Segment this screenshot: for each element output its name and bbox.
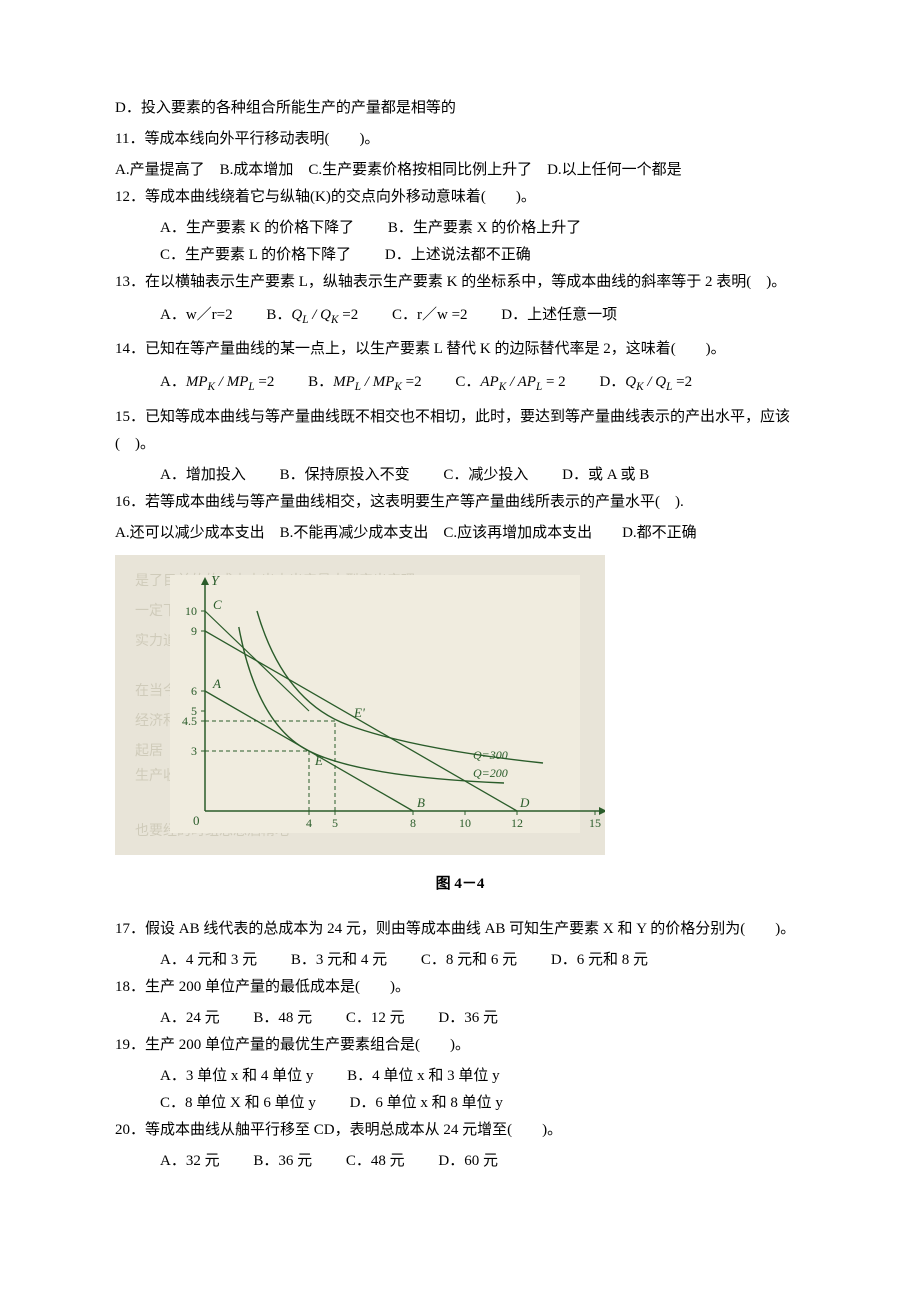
svg-text:10: 10	[459, 816, 471, 830]
q19-b: B．4 单位 x 和 3 单位 y	[347, 1068, 500, 1084]
q17-c: C．8 元和 6 元	[421, 952, 517, 968]
svg-text:4: 4	[306, 816, 312, 830]
q14-b: B．MPL / MPK =2	[308, 374, 422, 390]
q12-row2: C．生产要素 L 的价格下降了 D．上述说法都不正确	[160, 242, 805, 269]
q20-text: 20．等成本曲线从舳平行移至 CD，表明总成本从 24 元增至( )。	[115, 1117, 805, 1144]
q14-options: A．MPK / MPL =2 B．MPL / MPK =2 C．APK / AP…	[160, 369, 805, 397]
q14-d: D．QK / QL =2	[599, 374, 692, 390]
svg-text:5: 5	[332, 816, 338, 830]
q15-a: A．增加投入	[160, 467, 246, 483]
q20-a: A．32 元	[160, 1153, 220, 1169]
svg-text:6: 6	[191, 684, 197, 698]
q12-a: A．生产要素 K 的价格下降了	[160, 220, 354, 236]
q13-c: C．r／w =2	[392, 307, 468, 323]
svg-text:D: D	[519, 795, 530, 810]
isoquant-figure: 是了目前的的成本支出中出产量大型产出产理一定下得了最大和能实力追求最大利益，世界…	[115, 555, 805, 865]
q19-a: A．3 单位 x 和 4 单位 y	[160, 1068, 313, 1084]
q18-b: B．48 元	[253, 1010, 312, 1026]
q18-c: C．12 元	[346, 1010, 405, 1026]
q14-text: 14．已知在等产量曲线的某一点上，以生产要素 L 替代 K 的边际替代率是 2，…	[115, 336, 805, 363]
svg-text:0: 0	[193, 813, 200, 828]
q12-row1: A．生产要素 K 的价格下降了 B．生产要素 X 的价格上升了	[160, 215, 805, 242]
svg-text:起居: 起居	[135, 743, 163, 759]
q13-options: A．w／r=2 B．QL / QK =2 C．r／w =2 D．上述任意一项	[160, 302, 805, 330]
q20-c: C．48 元	[346, 1153, 405, 1169]
q18-text: 18．生产 200 单位产量的最低成本是( )。	[115, 974, 805, 1001]
q17-d: D．6 元和 8 元	[551, 952, 648, 968]
q20-d: D．60 元	[438, 1153, 498, 1169]
q19-text: 19．生产 200 单位产量的最优生产要素组合是( )。	[115, 1032, 805, 1059]
q18-a: A．24 元	[160, 1010, 220, 1026]
q10-option-d: D．投入要素的各种组合所能生产的产量都是相等的	[115, 95, 805, 122]
q19-c: C．8 单位 X 和 6 单位 y	[160, 1095, 316, 1111]
q20-b: B．36 元	[253, 1153, 312, 1169]
q14-c: C．APK / APL = 2	[455, 374, 565, 390]
q20-options: A．32 元 B．36 元 C．48 元 D．60 元	[160, 1148, 805, 1175]
q16-text: 16．若等成本曲线与等产量曲线相交，这表明要生产等产量曲线所表示的产量水平( )…	[115, 489, 805, 516]
svg-text:B: B	[417, 795, 425, 810]
q12-c: C．生产要素 L 的价格下降了	[160, 247, 351, 263]
svg-text:8: 8	[410, 816, 416, 830]
q11-text: 11．等成本线向外平行移动表明( )。	[115, 126, 805, 153]
q12-text: 12．等成本曲线绕着它与纵轴(K)的交点向外移动意味着( )。	[115, 184, 805, 211]
q15-b: B．保持原投入不变	[280, 467, 410, 483]
svg-text:10: 10	[185, 604, 197, 618]
q19-row2: C．8 单位 X 和 6 单位 y D．6 单位 x 和 8 单位 y	[160, 1090, 805, 1117]
svg-text:E: E	[314, 753, 323, 768]
svg-text:Q=300: Q=300	[473, 748, 508, 762]
q14-a: A．MPK / MPL =2	[160, 374, 274, 390]
svg-text:A: A	[212, 676, 221, 691]
figure-caption: 图 4－4	[115, 871, 805, 898]
q17-b: B．3 元和 4 元	[291, 952, 387, 968]
q18-options: A．24 元 B．48 元 C．12 元 D．36 元	[160, 1005, 805, 1032]
q17-text: 17．假设 AB 线代表的总成本为 24 元，则由等成本曲线 AB 可知生产要素…	[115, 916, 805, 943]
q11-options: A.产量提高了 B.成本增加 C.生产要素价格按相同比例上升了 D.以上任何一个…	[115, 157, 805, 184]
q13-b: B．QL / QK =2	[266, 307, 358, 323]
svg-text:9: 9	[191, 624, 197, 638]
q12-d: D．上述说法都不正确	[385, 247, 531, 263]
figure-svg: 是了目前的的成本支出中出产量大型产出产理一定下得了最大和能实力追求最大利益，世界…	[115, 555, 605, 855]
q12-b: B．生产要素 X 的价格上升了	[388, 220, 581, 236]
svg-text:12: 12	[511, 816, 523, 830]
svg-text:15: 15	[589, 816, 601, 830]
q16-options: A.还可以减少成本支出 B.不能再减少成本支出 C.应该再增加成本支出 D.都不…	[115, 520, 805, 547]
q15-options: A．增加投入 B．保持原投入不变 C．减少投入 D．或 A 或 B	[160, 462, 805, 489]
svg-text:3: 3	[191, 744, 197, 758]
q17-a: A．4 元和 3 元	[160, 952, 257, 968]
q15-d: D．或 A 或 B	[562, 467, 649, 483]
q19-row1: A．3 单位 x 和 4 单位 y B．4 单位 x 和 3 单位 y	[160, 1063, 805, 1090]
svg-text:C: C	[213, 597, 222, 612]
q17-options: A．4 元和 3 元 B．3 元和 4 元 C．8 元和 6 元 D．6 元和 …	[160, 947, 805, 974]
q13-text: 13．在以横轴表示生产要素 L，纵轴表示生产要素 K 的坐标系中，等成本曲线的斜…	[115, 269, 805, 296]
svg-text:5: 5	[191, 704, 197, 718]
q19-d: D．6 单位 x 和 8 单位 y	[350, 1095, 503, 1111]
svg-text:Q=200: Q=200	[473, 766, 508, 780]
q13-a: A．w／r=2	[160, 307, 233, 323]
q15-text: 15．已知等成本曲线与等产量曲线既不相交也不相切，此时，要达到等产量曲线表示的产…	[115, 404, 805, 458]
q18-d: D．36 元	[438, 1010, 498, 1026]
q15-c: C．减少投入	[443, 467, 528, 483]
svg-text:E': E'	[353, 705, 365, 720]
q13-d: D．上述任意一项	[501, 307, 617, 323]
